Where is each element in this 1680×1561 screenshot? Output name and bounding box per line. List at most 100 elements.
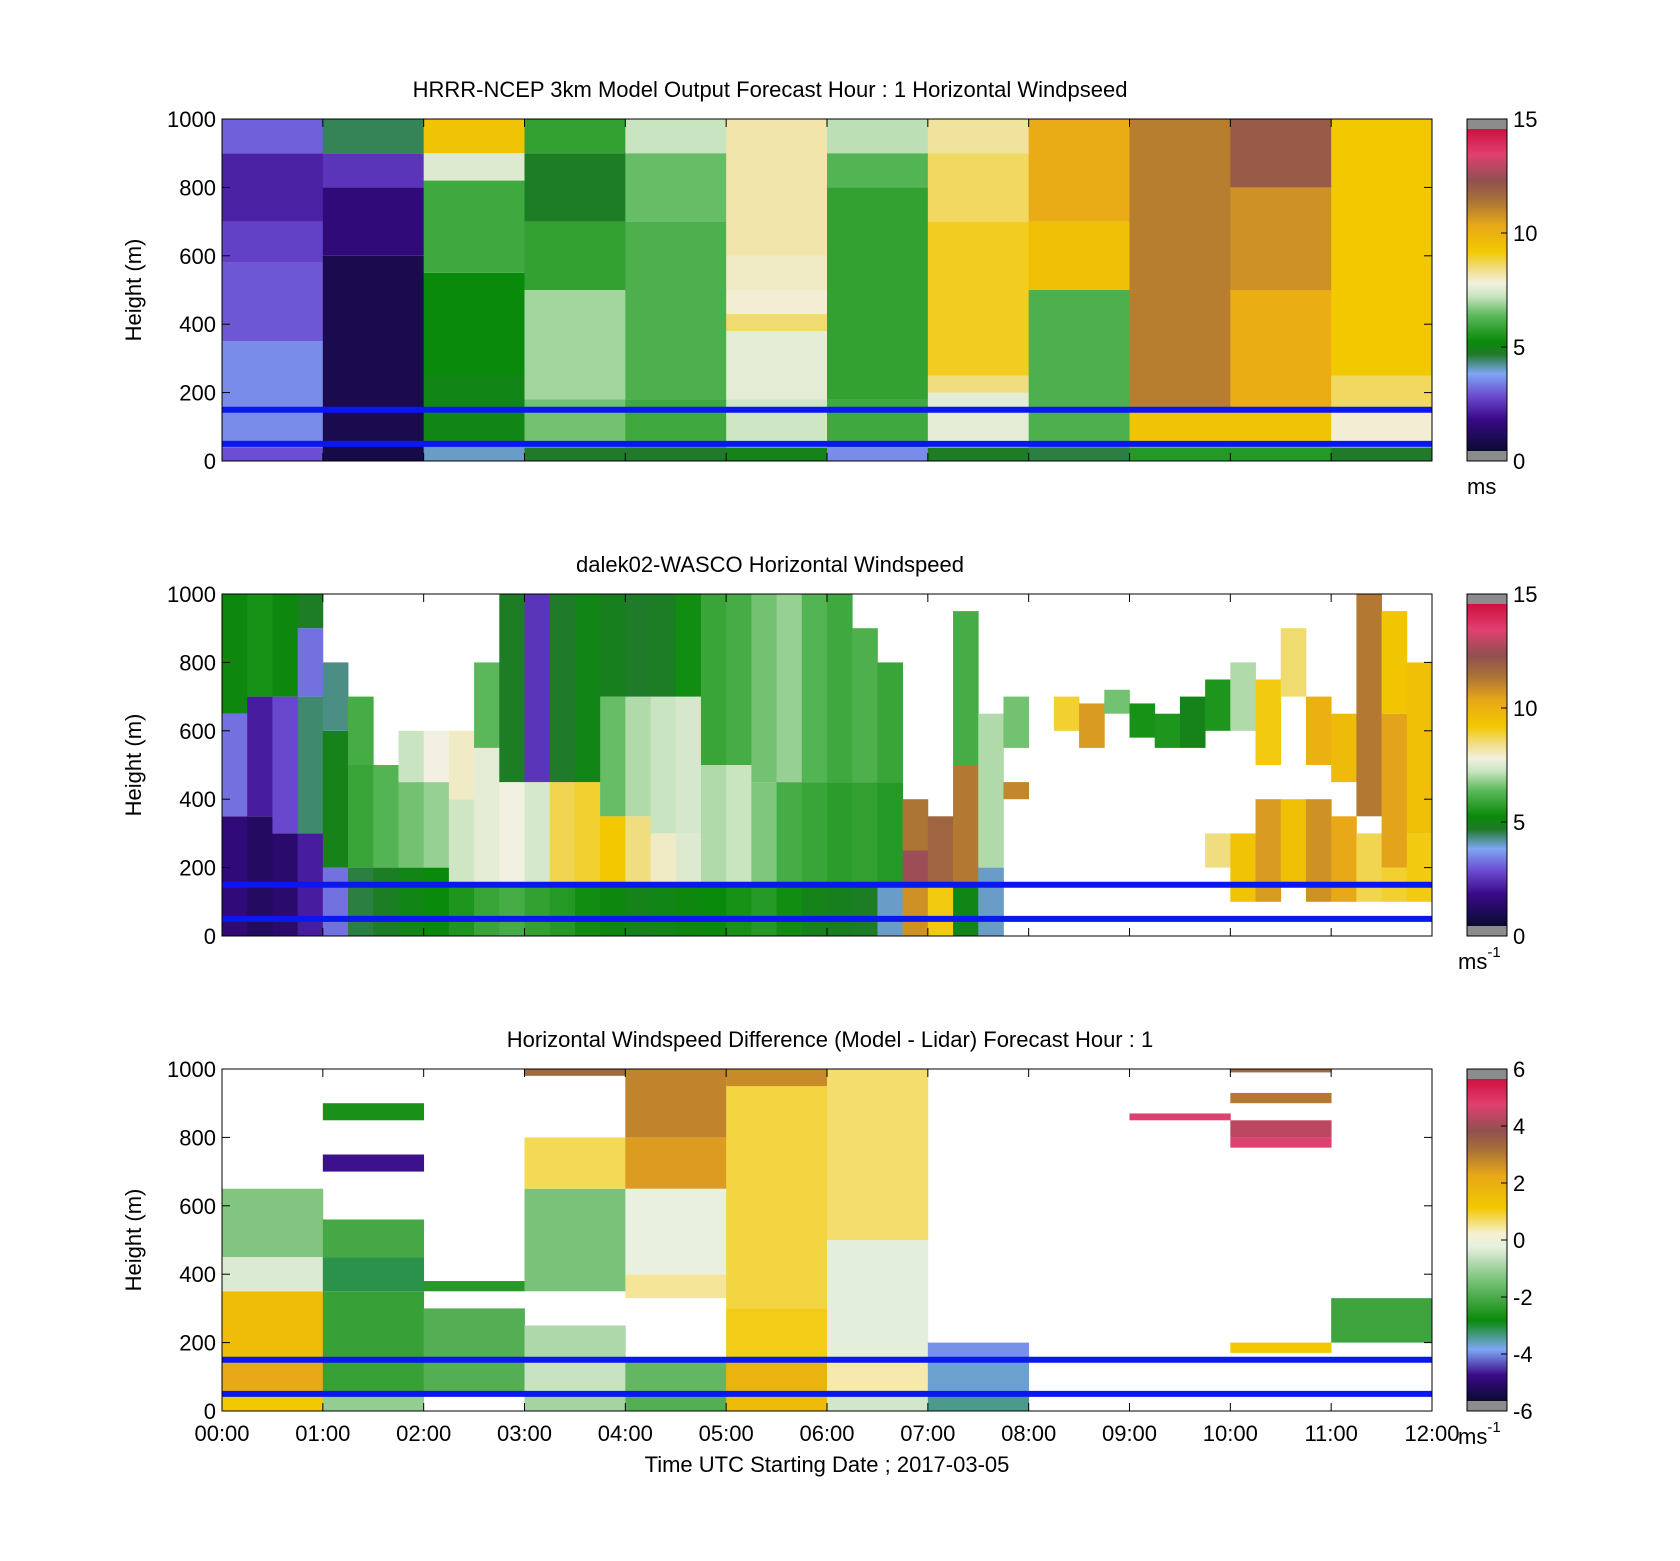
y-axis-label: Height (m) — [121, 239, 146, 342]
colorbar-cap-min — [1467, 1401, 1507, 1411]
heatmap-cell — [700, 594, 727, 765]
heatmap-cell — [423, 867, 450, 936]
heatmap-cell — [222, 262, 324, 342]
heatmap-cell — [827, 594, 853, 783]
heatmap-cell — [322, 662, 349, 731]
heatmap-cell — [726, 290, 828, 314]
colorbar-tick-label: 6 — [1513, 1057, 1525, 1082]
heatmap-cell — [902, 850, 929, 885]
heatmap-cell — [1230, 1120, 1332, 1138]
colorbar-frame — [1466, 118, 1508, 462]
heatmap-cell — [978, 867, 1004, 936]
heatmap-cell — [700, 765, 727, 885]
colorbar-frame — [1466, 593, 1508, 937]
heatmap-cell — [1028, 119, 1130, 222]
heatmap-cell — [524, 399, 626, 448]
heatmap-cell — [675, 884, 702, 936]
heatmap-cell — [927, 816, 954, 885]
heatmap-cell — [499, 782, 525, 885]
colorbar-unit: ms — [1467, 474, 1496, 499]
y-tick-label: 0 — [204, 449, 216, 474]
colorbar-unit-exponent: -1 — [1487, 944, 1500, 961]
heatmap-cell — [574, 594, 601, 783]
heatmap-cell — [927, 1393, 1030, 1411]
heatmap-cell — [474, 884, 500, 936]
heatmap-cell — [650, 594, 677, 697]
heatmap-cell — [423, 730, 450, 783]
x-tick-label: 07:00 — [900, 1421, 955, 1446]
heatmap-cell — [726, 255, 828, 290]
heatmap-cell — [927, 1342, 1030, 1360]
heatmap-cell — [1381, 611, 1408, 714]
y-tick-label: 0 — [204, 924, 216, 949]
x-tick-label: 09:00 — [1102, 1421, 1157, 1446]
heatmap-cell — [348, 765, 374, 868]
colorbar-cap-max — [1467, 594, 1507, 604]
reference-lines — [222, 1356, 1432, 1397]
heatmap-cell — [222, 153, 324, 222]
y-tick-label: 1000 — [167, 1057, 216, 1082]
heatmap-cell — [448, 799, 475, 885]
heatmap-cell — [1129, 703, 1156, 738]
heatmap-cell — [524, 884, 551, 936]
heatmap-cell — [625, 594, 651, 697]
heatmap-cell — [1003, 782, 1030, 800]
heatmap-cell — [1230, 662, 1256, 731]
heatmap-cell — [675, 594, 702, 697]
heatmap-cell — [524, 782, 551, 885]
colorbar-tick-label: 5 — [1513, 810, 1525, 835]
heatmap-cell — [877, 782, 904, 885]
heatmap-cell — [927, 884, 954, 936]
heatmap-cell — [1356, 594, 1382, 817]
heatmap-cell — [322, 730, 349, 868]
heatmap-cell — [423, 153, 525, 181]
y-tick-label: 1000 — [167, 582, 216, 607]
x-axis — [221, 119, 1433, 461]
heatmap-cell — [902, 799, 929, 851]
colorbar-tick-label: 10 — [1513, 221, 1537, 246]
heatmap-cell — [1331, 375, 1433, 410]
heatmap-cell — [322, 1393, 425, 1411]
heatmap-cell — [827, 187, 929, 400]
colorbar: 0 5 10 15 ms — [1466, 107, 1537, 499]
heatmap-cell — [625, 1188, 727, 1275]
heatmap-cell — [978, 713, 1004, 868]
heatmap-cell — [297, 628, 324, 697]
heatmap-cell — [524, 1069, 626, 1076]
heatmap-cell — [827, 153, 929, 188]
x-tick-label: 01:00 — [295, 1421, 350, 1446]
heatmap-cell — [524, 594, 551, 783]
heatmap-cell — [1003, 696, 1030, 748]
heatmap-cell — [222, 447, 324, 461]
heatmap-cell — [726, 119, 828, 256]
heatmap-cell — [272, 696, 299, 834]
heatmap-cell — [524, 119, 626, 154]
heatmap-cell — [524, 221, 626, 290]
colorbar-unit-exponent: -1 — [1487, 1419, 1500, 1436]
heatmap-cell — [726, 331, 828, 400]
heatmap-cell — [726, 1069, 828, 1309]
heatmap-cell — [322, 255, 425, 444]
panel-title: HRRR-NCEP 3km Model Output Forecast Hour… — [413, 77, 1128, 102]
y-axis: 0 200 400 600 800 1000 — [167, 582, 1432, 949]
colorbar-unit: ms-1 — [1458, 944, 1501, 974]
heatmap-cell — [474, 662, 500, 748]
heatmap-cell — [751, 782, 777, 885]
heatmap-cell — [222, 594, 248, 714]
x-tick-label: 11:00 — [1304, 1421, 1357, 1446]
heatmap-cell — [726, 399, 828, 448]
heatmap-cell — [423, 782, 450, 868]
heatmap-cell — [574, 884, 601, 936]
colorbar-gradient — [1467, 129, 1507, 451]
colorbar-cap-min — [1467, 926, 1507, 936]
heatmap-cell — [247, 594, 273, 697]
heatmap-cell — [222, 221, 324, 263]
colorbar-cap-max — [1467, 119, 1507, 129]
heatmap-cell — [524, 153, 626, 222]
heatmap-cell — [827, 1393, 929, 1411]
heatmap-cell — [524, 1325, 626, 1360]
y-tick-label: 400 — [179, 312, 216, 337]
heatmap-cell — [1331, 119, 1433, 376]
heatmap-cell — [927, 221, 1030, 376]
heatmap-cells — [222, 594, 1433, 936]
